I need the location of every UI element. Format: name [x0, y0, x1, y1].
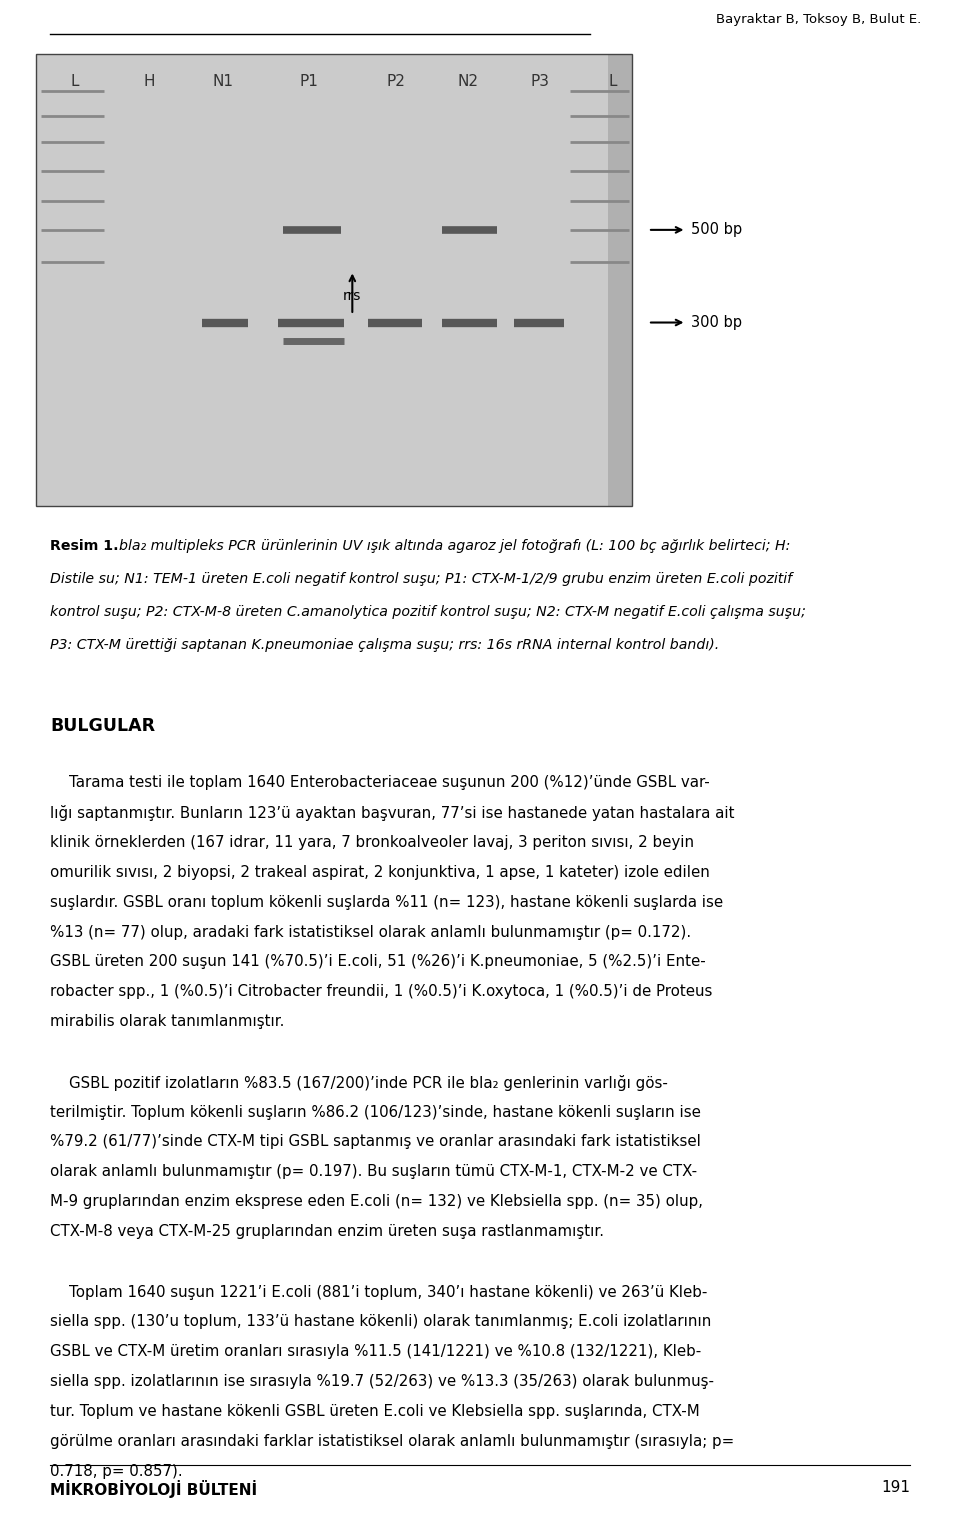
Text: P1: P1: [300, 74, 319, 89]
Text: GSBL üreten 200 suşun 141 (%70.5)’i E.coli, 51 (%26)’i K.pneumoniae, 5 (%2.5)’i : GSBL üreten 200 suşun 141 (%70.5)’i E.co…: [50, 954, 706, 970]
Text: omurilik sıvısı, 2 biyopsi, 2 trakeal aspirat, 2 konjunktiva, 1 apse, 1 kateter): omurilik sıvısı, 2 biyopsi, 2 trakeal as…: [50, 864, 709, 879]
Text: N2: N2: [458, 74, 479, 89]
Text: H: H: [143, 74, 155, 89]
Text: tur. Toplum ve hastane kökenli GSBL üreten E.coli ve Klebsiella spp. suşlarında,: tur. Toplum ve hastane kökenli GSBL üret…: [50, 1403, 700, 1419]
Text: Toplam 1640 suşun 1221’i E.coli (881’i toplum, 340’ı hastane kökenli) ve 263’ü K: Toplam 1640 suşun 1221’i E.coli (881’i t…: [50, 1284, 708, 1299]
Text: 0.718, p= 0.857).: 0.718, p= 0.857).: [50, 1463, 182, 1478]
Text: BULGULAR: BULGULAR: [50, 717, 156, 735]
Text: P3: CTX-M ürettiği saptanan K.pneumoniae çalışma suşu; rrs: 16s rRNA internal ko: P3: CTX-M ürettiği saptanan K.pneumoniae…: [50, 637, 719, 653]
Text: rrs: rrs: [343, 290, 362, 303]
Text: P3: P3: [530, 74, 549, 89]
Text: N1: N1: [212, 74, 233, 89]
Text: Tarama testi ile toplam 1640 Enterobacteriaceae suşunun 200 (%12)’ünde GSBL var-: Tarama testi ile toplam 1640 Enterobacte…: [50, 775, 709, 791]
Text: L: L: [71, 74, 79, 89]
Text: %13 (n= 77) olup, aradaki fark istatistiksel olarak anlamlı bulunmamıştır (p= 0.: %13 (n= 77) olup, aradaki fark istatisti…: [50, 924, 691, 939]
Text: CTX-M-8 veya CTX-M-25 gruplarından enzim üreten suşa rastlanmamıştır.: CTX-M-8 veya CTX-M-25 gruplarından enzim…: [50, 1224, 604, 1239]
Text: 300 bp: 300 bp: [691, 316, 742, 329]
Text: suşlardır. GSBL oranı toplum kökenli suşlarda %11 (n= 123), hastane kökenli suşl: suşlardır. GSBL oranı toplum kökenli suş…: [50, 895, 723, 910]
Text: lığı saptanmıştır. Bunların 123’ü ayaktan başvuran, 77’si ise hastanede yatan ha: lığı saptanmıştır. Bunların 123’ü ayakta…: [50, 806, 734, 821]
Text: Bayraktar B, Toksoy B, Bulut E.: Bayraktar B, Toksoy B, Bulut E.: [716, 14, 922, 26]
Text: Resim 1.: Resim 1.: [50, 539, 118, 553]
Text: olarak anlamlı bulunmamıştır (p= 0.197). Bu suşların tümü CTX-M-1, CTX-M-2 ve CT: olarak anlamlı bulunmamıştır (p= 0.197).…: [50, 1164, 697, 1180]
Text: MİKROBİYOLOJİ BÜLTENİ: MİKROBİYOLOJİ BÜLTENİ: [50, 1480, 257, 1498]
Text: klinik örneklerden (167 idrar, 11 yara, 7 bronkoalveoler lavaj, 3 periton sıvısı: klinik örneklerden (167 idrar, 11 yara, …: [50, 835, 694, 850]
Text: bla₂ multipleks PCR ürünlerinin UV ışık altında agaroz jel fotoğrafı (L: 100 bç : bla₂ multipleks PCR ürünlerinin UV ışık …: [119, 539, 790, 553]
Text: 500 bp: 500 bp: [691, 222, 742, 237]
Text: mirabilis olarak tanımlanmıştır.: mirabilis olarak tanımlanmıştır.: [50, 1014, 284, 1030]
Text: siella spp. (130’u toplum, 133’ü hastane kökenli) olarak tanımlanmış; E.coli izo: siella spp. (130’u toplum, 133’ü hastane…: [50, 1314, 711, 1330]
Bar: [36, 54, 608, 506]
Text: GSBL ve CTX-M üretim oranları sırasıyla %11.5 (141/1221) ve %10.8 (132/1221), Kl: GSBL ve CTX-M üretim oranları sırasıyla …: [50, 1345, 701, 1359]
Text: siella spp. izolatlarının ise sırasıyla %19.7 (52/263) ve %13.3 (35/263) olarak : siella spp. izolatlarının ise sırasıyla …: [50, 1374, 714, 1390]
Text: görülme oranları arasındaki farklar istatistiksel olarak anlamlı bulunmamıştır (: görülme oranları arasındaki farklar ista…: [50, 1434, 734, 1449]
Bar: [36, 54, 632, 506]
Text: GSBL pozitif izolatların %83.5 (167/200)’inde PCR ile bla₂ genlerinin varlığı gö: GSBL pozitif izolatların %83.5 (167/200)…: [50, 1075, 668, 1091]
Text: 191: 191: [881, 1480, 910, 1495]
Text: robacter spp., 1 (%0.5)’i Citrobacter freundii, 1 (%0.5)’i K.oxytoca, 1 (%0.5)’i: robacter spp., 1 (%0.5)’i Citrobacter fr…: [50, 984, 712, 999]
Text: M-9 gruplarından enzim eksprese eden E.coli (n= 132) ve Klebsiella spp. (n= 35) : M-9 gruplarından enzim eksprese eden E.c…: [50, 1195, 703, 1209]
Text: P2: P2: [386, 74, 405, 89]
Text: L: L: [609, 74, 616, 89]
Text: %79.2 (61/77)’sinde CTX-M tipi GSBL saptanmış ve oranlar arasındaki fark istatis: %79.2 (61/77)’sinde CTX-M tipi GSBL sapt…: [50, 1134, 701, 1149]
Text: terilmiştir. Toplum kökenli suşların %86.2 (106/123)’sinde, hastane kökenli suşl: terilmiştir. Toplum kökenli suşların %86…: [50, 1105, 701, 1120]
Text: Distile su; N1: TEM-1 üreten E.coli negatif kontrol suşu; P1: CTX-M-1/2/9 grubu : Distile su; N1: TEM-1 üreten E.coli nega…: [50, 571, 792, 587]
Text: kontrol suşu; P2: CTX-M-8 üreten C.amanolytica pozitif kontrol suşu; N2: CTX-M n: kontrol suşu; P2: CTX-M-8 üreten C.amano…: [50, 605, 805, 619]
Bar: [608, 54, 632, 506]
